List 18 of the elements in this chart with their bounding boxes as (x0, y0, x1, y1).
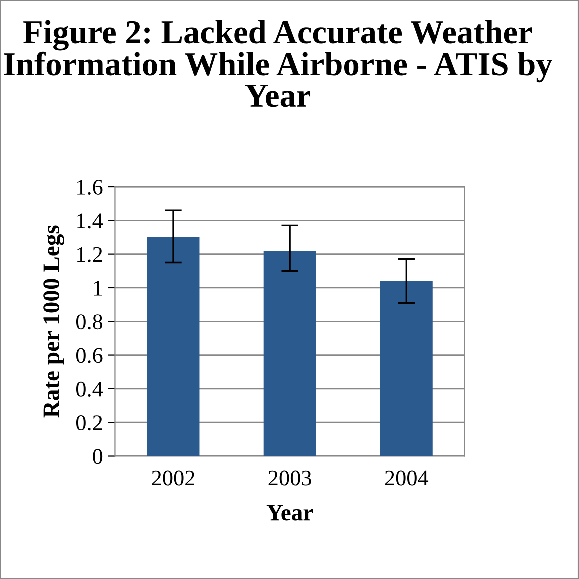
y-tick-label: 1.4 (78, 214, 104, 229)
x-tick-label: 2003 (268, 470, 312, 486)
chart-title: Figure 2: Lacked Accurate Weather Information While Airborne - ATIS by Year (4, 20, 552, 108)
x-tick-label: 2002 (152, 470, 195, 486)
y-axis-title: Rate per 1000 Legs (44, 226, 65, 418)
y-tick-label: 1 (94, 281, 102, 296)
y-tick-label: 1.6 (78, 180, 103, 196)
y-tick-label: 0 (93, 449, 103, 464)
y-tick-label: 0.6 (76, 348, 103, 364)
y-tick-label: 1.2 (78, 247, 102, 262)
bar (264, 250, 316, 456)
bar (147, 238, 200, 456)
x-axis-title: Year (266, 505, 314, 521)
bar (380, 281, 433, 456)
y-tick-label: 0.8 (76, 314, 103, 330)
y-tick-label: 0.2 (76, 416, 102, 431)
y-tick-label: 0.4 (76, 382, 104, 397)
x-tick-label: 2004 (385, 470, 429, 486)
